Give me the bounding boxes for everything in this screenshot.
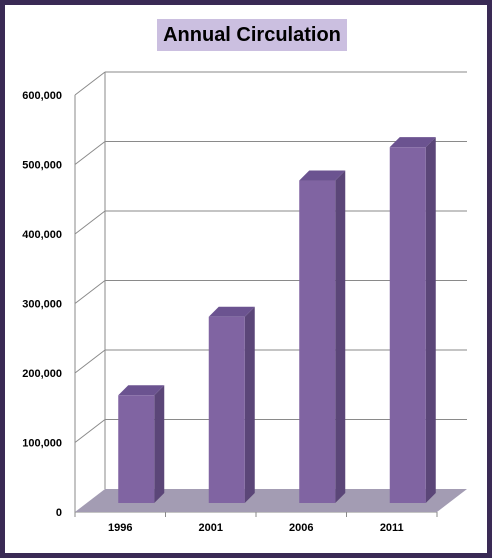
bar xyxy=(118,385,165,503)
gridline-diagonal xyxy=(74,141,106,165)
y-tick-label: 100,000 xyxy=(22,438,62,450)
bar-front xyxy=(299,180,336,503)
y-tick-label: 400,000 xyxy=(22,229,62,241)
bar-top xyxy=(389,137,436,148)
bar-front xyxy=(118,395,155,503)
bar-side xyxy=(425,137,436,503)
bar-side xyxy=(335,170,346,503)
x-tick-label: 2001 xyxy=(199,522,223,534)
gridline-diagonal xyxy=(74,419,106,443)
bar-top xyxy=(118,385,165,396)
y-tick-label: 300,000 xyxy=(22,299,62,311)
x-tick-label: 2006 xyxy=(289,522,313,534)
bar xyxy=(299,170,346,503)
chart-floor xyxy=(75,489,467,512)
y-tick-label: 600,000 xyxy=(22,90,62,102)
bar xyxy=(208,306,255,503)
bar-top xyxy=(299,170,346,181)
y-tick-label: 200,000 xyxy=(22,368,62,380)
bar-top xyxy=(208,306,255,317)
bar-front xyxy=(389,147,426,503)
bars xyxy=(118,137,436,503)
bar-side xyxy=(244,306,255,503)
chart-title: Annual Circulation xyxy=(157,19,347,51)
gridline-diagonal xyxy=(74,349,106,374)
bar xyxy=(389,137,436,503)
gridline-diagonal xyxy=(74,71,106,96)
gridline-diagonal xyxy=(74,210,106,235)
x-axis-ticks: 1996 2001 2006 2011 xyxy=(74,512,438,534)
y-axis-ticks: 0 100,000 200,000 300,000 400,000 500,000 600,… xyxy=(22,90,62,519)
gridline-diagonal xyxy=(74,280,106,304)
y-tick-label: 0 xyxy=(56,507,62,519)
chart-walls xyxy=(75,489,467,512)
bar-side xyxy=(154,385,165,503)
y-tick-label: 500,000 xyxy=(22,160,62,172)
x-tick-label: 2011 xyxy=(380,522,404,534)
x-tick-label: 1996 xyxy=(108,522,132,534)
bar-front xyxy=(208,316,245,503)
